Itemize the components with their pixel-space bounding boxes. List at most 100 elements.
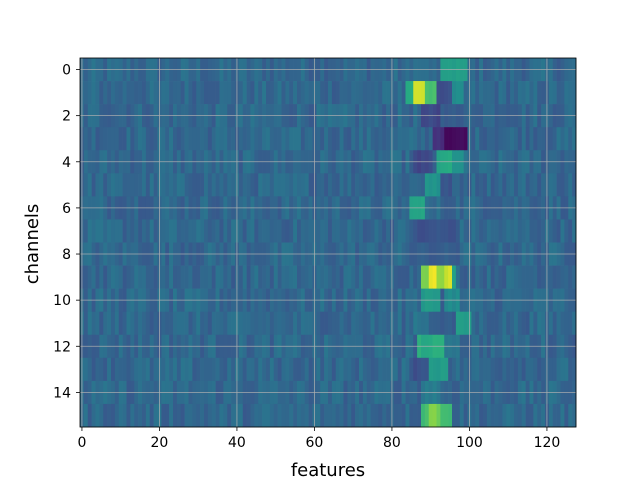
heatmap-cell: [393, 173, 399, 197]
heatmap-cell: [281, 403, 286, 428]
heatmap-cell: [552, 127, 557, 151]
heatmap-cell: [432, 311, 437, 336]
heatmap-cell: [107, 173, 112, 197]
heatmap-cell: [289, 403, 294, 428]
heatmap-cell: [83, 127, 89, 151]
heatmap-cell: [134, 219, 139, 243]
heatmap-cell: [149, 265, 154, 289]
heatmap-cell: [176, 357, 182, 382]
heatmap-cell: [560, 127, 565, 151]
heatmap-cell: [180, 311, 185, 336]
heatmap-cell: [207, 403, 213, 428]
heatmap-cell: [293, 357, 298, 382]
heatmap-cell: [378, 357, 383, 382]
heatmap-cell: [355, 403, 360, 428]
heatmap-cell: [432, 357, 437, 382]
heatmap-cell: [548, 127, 554, 151]
heatmap-cell: [169, 311, 174, 336]
heatmap-cell: [211, 311, 216, 336]
heatmap-cell: [293, 127, 298, 151]
heatmap-cell: [211, 265, 216, 289]
heatmap-cell: [308, 357, 313, 382]
heatmap-cell: [428, 357, 433, 382]
heatmap-cell: [114, 311, 120, 336]
heatmap-cell: [401, 219, 406, 243]
heatmap-cell: [448, 403, 453, 428]
heatmap-cell: [529, 265, 534, 289]
heatmap-cell: [339, 357, 344, 382]
heatmap-cell: [211, 173, 216, 197]
heatmap-cell: [560, 173, 565, 197]
heatmap-cell: [359, 173, 364, 197]
heatmap-cell: [200, 357, 205, 382]
heatmap-cell: [122, 173, 127, 197]
heatmap-cell: [444, 81, 449, 105]
heatmap-cell: [343, 311, 348, 336]
heatmap-cell: [525, 403, 530, 428]
heatmap-cell: [428, 311, 433, 336]
heatmap-cell: [192, 173, 197, 197]
x-tick-label: 80: [383, 435, 401, 451]
heatmap-cell: [370, 311, 375, 336]
heatmap-cell: [285, 265, 290, 289]
heatmap-cell: [502, 357, 507, 382]
heatmap-cell: [304, 81, 309, 105]
heatmap-cell: [401, 127, 406, 151]
heatmap-cell: [455, 81, 461, 105]
heatmap-cell: [176, 219, 182, 243]
heatmap-cell: [107, 265, 112, 289]
heatmap-cell: [95, 81, 100, 105]
heatmap-cell: [320, 127, 325, 151]
heatmap-cell: [355, 219, 360, 243]
heatmap-cell: [440, 311, 445, 336]
heatmap-cell: [533, 357, 538, 382]
heatmap-cell: [118, 219, 123, 243]
heatmap-cell: [572, 173, 577, 197]
heatmap-cell: [521, 219, 526, 243]
heatmap-cell: [204, 265, 209, 289]
heatmap-cell: [525, 127, 530, 151]
heatmap-cell: [184, 311, 189, 336]
heatmap-cell: [142, 81, 147, 105]
heatmap-cell: [273, 357, 278, 382]
x-tick-label: 120: [534, 435, 561, 451]
heatmap-cell: [184, 403, 189, 428]
heatmap-cell: [180, 81, 185, 105]
x-axis-ticks: 0 20 40 60 80 100 120: [77, 427, 560, 451]
heatmap-cell: [564, 127, 569, 151]
heatmap-cell: [293, 81, 298, 105]
heatmap-cell: [304, 127, 309, 151]
heatmap-cell: [432, 219, 437, 243]
heatmap-cell: [281, 265, 286, 289]
heatmap-cell: [552, 311, 557, 336]
heatmap-cell: [134, 265, 139, 289]
heatmap-cell: [378, 403, 383, 428]
heatmap-cell: [188, 357, 193, 382]
heatmap-cell: [196, 81, 201, 105]
heatmap-cell: [405, 81, 410, 105]
heatmap-cell: [393, 127, 399, 151]
heatmap-cell: [463, 173, 468, 197]
heatmap-cell: [142, 219, 147, 243]
heatmap-cell: [95, 403, 100, 428]
heatmap-cell: [421, 403, 426, 428]
heatmap-cell: [122, 127, 127, 151]
heatmap-cell: [262, 219, 267, 243]
heatmap-cell: [564, 265, 569, 289]
heatmap-cell: [452, 173, 457, 197]
heatmap-cell: [114, 219, 120, 243]
heatmap-cell: [386, 219, 391, 243]
heatmap-cell: [386, 173, 391, 197]
heatmap-cell: [196, 403, 201, 428]
heatmap-cell: [114, 81, 120, 105]
heatmap-cell: [289, 357, 294, 382]
heatmap-cell: [510, 311, 515, 336]
heatmap-cell: [405, 219, 410, 243]
heatmap-cell: [114, 357, 120, 382]
y-tick-label: 14: [53, 385, 71, 401]
heatmap-cell: [463, 311, 468, 336]
heatmap-cell: [347, 265, 352, 289]
heatmap-cell: [122, 81, 127, 105]
heatmap-cell: [421, 81, 426, 105]
heatmap-cell: [300, 357, 306, 382]
